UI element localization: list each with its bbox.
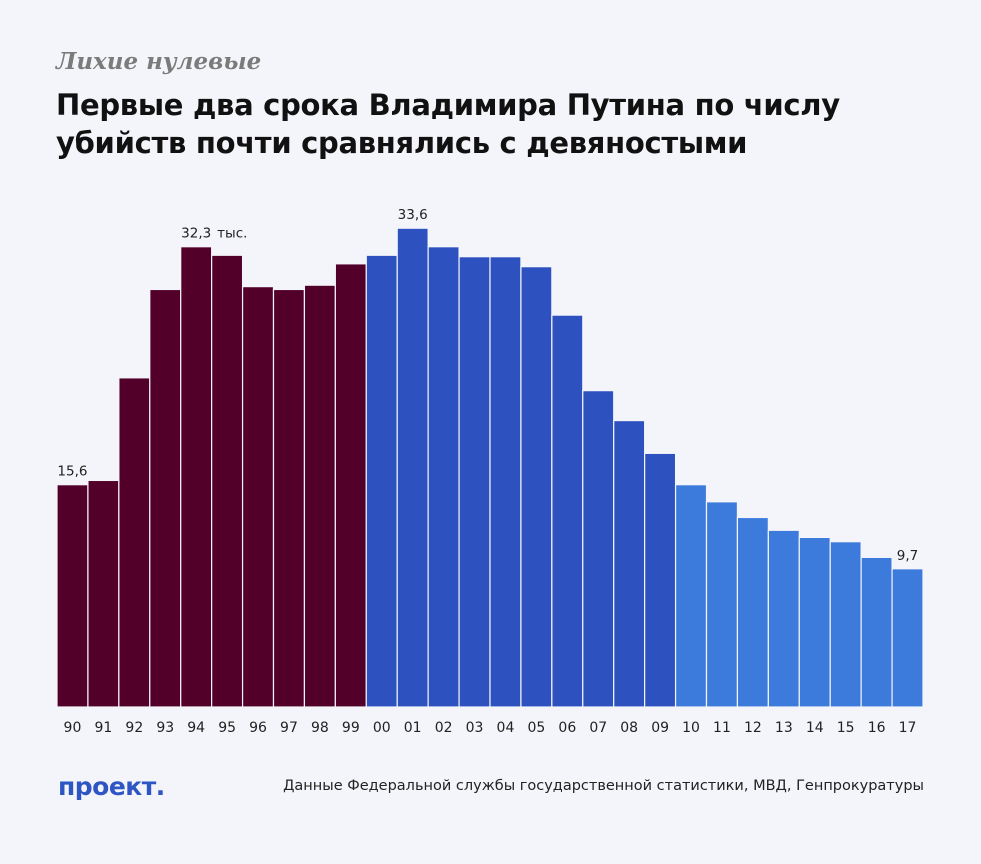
bar-09 xyxy=(644,452,677,708)
x-tick-label: 07 xyxy=(589,720,607,736)
bar-91 xyxy=(87,479,120,708)
data-label: 15,6 xyxy=(57,464,87,480)
bar-15 xyxy=(829,541,862,708)
x-tick-label: 17 xyxy=(899,720,917,736)
x-tick-label: 05 xyxy=(527,720,545,736)
bar-14 xyxy=(798,536,831,708)
x-tick-label: 96 xyxy=(249,720,267,736)
x-tick-label: 94 xyxy=(187,720,205,736)
x-tick-label: 09 xyxy=(651,720,669,736)
x-tick-label: 01 xyxy=(404,720,422,736)
x-tick-label: 03 xyxy=(466,720,484,736)
x-tick-label: 00 xyxy=(373,720,391,736)
bar-02 xyxy=(427,246,460,708)
x-tick-label: 92 xyxy=(125,720,143,736)
x-tick-label: 11 xyxy=(713,720,731,736)
data-label: 33,6 xyxy=(398,207,428,223)
x-tick-label: 12 xyxy=(744,720,762,736)
bar-97 xyxy=(272,288,306,708)
source-note: Данные Федеральной службы государственно… xyxy=(283,778,924,794)
bar-95 xyxy=(211,254,244,708)
x-tick-label: 02 xyxy=(435,720,453,736)
bar-08 xyxy=(613,419,646,708)
bar-10 xyxy=(674,484,708,708)
x-tick-label: 91 xyxy=(94,720,112,736)
unit-label: тыс. xyxy=(217,226,247,242)
bar-98 xyxy=(303,284,336,708)
bar-92 xyxy=(118,377,151,708)
kicker: Лихие нулевые xyxy=(56,48,262,75)
x-tick-label: 15 xyxy=(837,720,855,736)
bar-05 xyxy=(520,266,553,708)
x-tick-label: 04 xyxy=(497,720,515,736)
x-tick-label: 06 xyxy=(558,720,576,736)
x-tick-label: 97 xyxy=(280,720,298,736)
x-tick-label: 10 xyxy=(682,720,700,736)
bar-94 xyxy=(180,246,213,708)
x-tick-label: 98 xyxy=(311,720,329,736)
chart-title: Первые два срока Владимира Путина по чис… xyxy=(56,88,840,160)
bar-93 xyxy=(149,288,182,708)
bar-01 xyxy=(396,227,429,708)
bar-07 xyxy=(582,390,615,708)
bar-16 xyxy=(860,556,893,708)
bar-96 xyxy=(241,286,275,708)
bar-13 xyxy=(767,529,800,708)
x-tick-label: 93 xyxy=(156,720,174,736)
x-tick-label: 95 xyxy=(218,720,236,736)
bar-17 xyxy=(891,568,924,708)
data-label: 32,3 xyxy=(181,226,211,242)
bar-04 xyxy=(489,256,522,708)
bar-03 xyxy=(458,256,491,708)
bar-06 xyxy=(551,314,584,708)
bar-11 xyxy=(705,501,739,708)
x-tick-label: 08 xyxy=(620,720,638,736)
bar-00 xyxy=(365,254,398,708)
proekt-logo: проект. xyxy=(58,772,165,801)
x-tick-label: 99 xyxy=(342,720,360,736)
x-tick-label: 14 xyxy=(806,720,824,736)
bar-90 xyxy=(56,484,89,708)
bar-99 xyxy=(334,263,367,708)
x-tick-label: 16 xyxy=(868,720,886,736)
bar-12 xyxy=(736,516,769,708)
x-tick-label: 90 xyxy=(64,720,82,736)
x-tick-label: 13 xyxy=(775,720,793,736)
data-label: 9,7 xyxy=(897,548,918,564)
